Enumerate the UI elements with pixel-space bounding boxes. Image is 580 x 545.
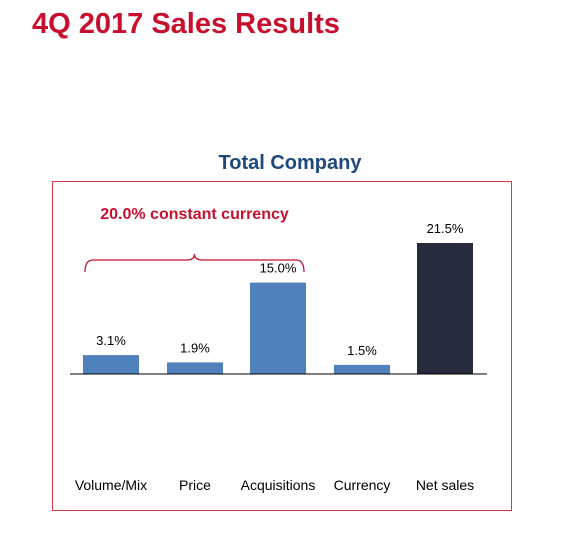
page-title: 4Q 2017 Sales Results	[32, 8, 340, 40]
data-label: 3.1%	[96, 333, 126, 348]
bar-currency	[334, 364, 390, 374]
annotation-brace	[84, 253, 305, 273]
bar-net-sales	[417, 243, 473, 374]
chart-title: Total Company	[218, 152, 362, 174]
chart-frame	[52, 181, 512, 511]
category-label: Volume/Mix	[75, 477, 147, 493]
category-label: Net sales	[416, 477, 474, 493]
data-label: 21.5%	[427, 221, 464, 236]
bar-acquisitions	[250, 282, 306, 374]
bar-volume-mix	[83, 355, 139, 374]
annotation-text: 20.0% constant currency	[100, 206, 289, 223]
data-label: 1.5%	[347, 343, 377, 358]
category-label: Acquisitions	[241, 477, 316, 493]
category-label: Currency	[334, 477, 391, 493]
category-label: Price	[179, 477, 211, 493]
bar-price	[167, 362, 223, 374]
data-label: 1.9%	[180, 340, 210, 355]
data-label: 15.0%	[260, 261, 297, 276]
